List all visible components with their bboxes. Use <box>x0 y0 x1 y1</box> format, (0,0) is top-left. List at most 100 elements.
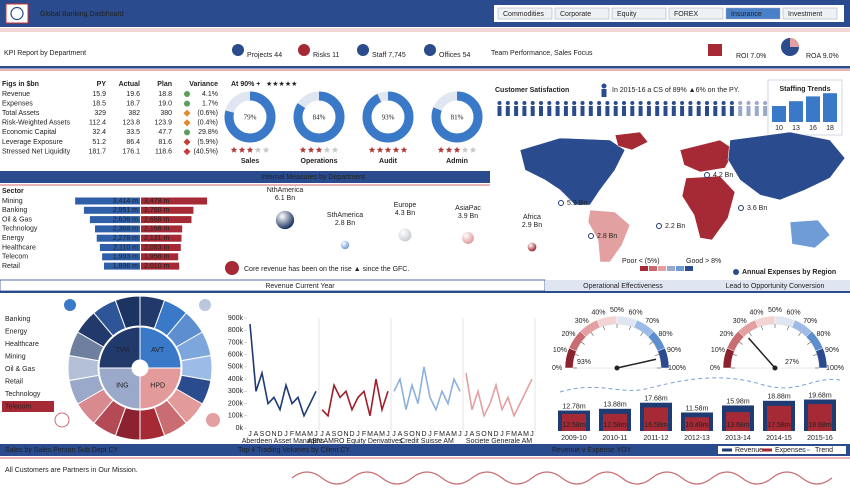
list-item[interactable]: Mining <box>5 353 26 360</box>
staffing-label: 10 <box>775 125 783 132</box>
tab-label[interactable]: Corporate <box>560 11 591 18</box>
x-tick-label: M <box>439 431 445 438</box>
star <box>453 146 461 153</box>
tab-label[interactable]: Insurance <box>731 11 762 18</box>
x-tick-label: J <box>500 431 504 438</box>
staffing-title: Staffing Trends <box>780 86 831 93</box>
tab[interactable] <box>611 7 667 20</box>
person-icon <box>622 101 626 105</box>
map-caption: Annual Expenses by Region <box>742 269 836 276</box>
gauge-tick <box>590 332 594 336</box>
tab-label[interactable]: Investment <box>788 11 822 18</box>
band-pink <box>0 184 490 186</box>
caption: Revenue v Expense YOY <box>552 447 632 454</box>
person-icon <box>530 106 535 116</box>
bar-label: 2,636 m <box>113 216 138 223</box>
x-tick-label: S <box>260 431 265 438</box>
line-series <box>249 324 317 418</box>
bar-label: 2,010 m <box>144 263 169 270</box>
stat-label: Risks <box>313 52 331 59</box>
person-icon <box>613 101 618 105</box>
table-cell: 123.9 <box>154 120 172 127</box>
x-tick-label: J <box>428 431 432 438</box>
tab[interactable] <box>782 7 838 20</box>
list-item[interactable]: Healthcare <box>5 341 39 348</box>
list-highlight[interactable] <box>2 401 54 412</box>
x-tick-label: D <box>349 431 354 438</box>
gauge-needle <box>616 358 657 369</box>
person-icon <box>622 106 626 116</box>
tab-label[interactable]: Commodities <box>503 11 544 18</box>
person-icon <box>721 106 726 116</box>
stat-icon <box>232 44 244 56</box>
caption: Top 4 Trading Volumes by Client CY <box>238 447 350 454</box>
status-icon <box>184 100 190 107</box>
list-item[interactable]: Telecom <box>5 403 31 410</box>
x-tick-label: O <box>409 431 415 438</box>
revenue-label: 11.58m <box>686 405 709 412</box>
status-icon <box>183 138 191 146</box>
table-cell: 86.4 <box>126 139 140 146</box>
x-tick-label: F <box>362 431 366 438</box>
tab[interactable] <box>725 7 781 20</box>
sector-label: Energy <box>2 235 25 242</box>
person-icon <box>671 106 676 116</box>
tab-label[interactable]: Equity <box>617 11 637 18</box>
table-cell: (40.5%) <box>193 148 218 155</box>
gauge-tick-label: 10% <box>711 347 725 354</box>
list-item[interactable]: Technology <box>5 391 41 398</box>
list-item[interactable]: Retail <box>5 378 23 385</box>
donut-heading-stars: ★★★★★ <box>266 80 297 88</box>
expense-label: 13.68m <box>726 422 750 429</box>
stat-icon <box>357 44 369 56</box>
person-icon <box>738 101 743 105</box>
band-blue <box>545 280 850 291</box>
table-cell: (5.9%) <box>197 139 218 146</box>
expense-label: 16.58m <box>644 422 668 429</box>
gauge-tick-label: 90% <box>825 347 839 354</box>
note: Core revenue has been on the rise ▲ sinc… <box>244 266 409 273</box>
x-tick-label: D <box>277 431 282 438</box>
expense-bar <box>644 407 668 431</box>
person-icon <box>688 101 693 105</box>
series-name: Aberdeen Asset Managers <box>242 438 325 445</box>
tab[interactable] <box>554 7 610 20</box>
gauge-tick <box>640 332 644 336</box>
staffing-label: 16 <box>809 125 817 132</box>
rev-bar <box>102 253 140 261</box>
revenue-label: 17.68m <box>644 396 668 403</box>
table-cell: 47.7 <box>158 129 172 136</box>
table-cell: 181.7 <box>88 148 106 155</box>
bar-label: 2,278 m <box>113 235 138 242</box>
bar-label: 1,896 m <box>113 263 138 270</box>
table-cell: 382 <box>128 110 140 117</box>
stat-label: Staff <box>372 52 386 59</box>
x-tick-label: D <box>421 431 426 438</box>
table-cell: Expenses <box>2 100 33 107</box>
year-label: 2013-14 <box>725 435 751 442</box>
list-item[interactable]: Oil & Gas <box>5 366 35 373</box>
person-icon <box>605 101 610 105</box>
x-tick-label: M <box>451 431 457 438</box>
donut-label: Sales <box>241 158 259 165</box>
person-icon <box>713 101 718 105</box>
status-icon <box>184 129 190 136</box>
x-tick-label: J <box>392 431 396 438</box>
list-item[interactable]: Banking <box>5 316 30 323</box>
customer-note: In 2015-16 a CS of 89% ▲6% on the PY. <box>612 87 739 94</box>
person-icon <box>646 101 651 105</box>
x-tick-label: J <box>314 431 318 438</box>
tab-label[interactable]: FOREX <box>674 11 698 18</box>
revenue-label: 19.68m <box>808 392 832 399</box>
list-item[interactable]: Energy <box>5 328 28 335</box>
series-name: Societe Generale AM <box>466 438 532 445</box>
tab[interactable] <box>668 7 724 20</box>
bar-label: 3,478 m <box>144 198 169 205</box>
gauge-tick-label: 50% <box>610 307 624 314</box>
section-title: Internal Measures by Department <box>261 174 365 181</box>
year-label: 2012-13 <box>684 435 710 442</box>
x-tick-label: A <box>446 431 451 438</box>
tab[interactable] <box>497 7 553 20</box>
star <box>323 146 331 153</box>
